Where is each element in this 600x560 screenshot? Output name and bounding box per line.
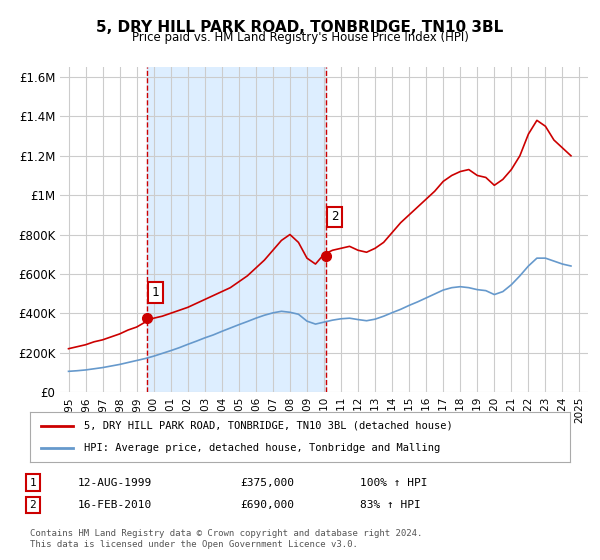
Bar bbox=[147, 67, 326, 392]
Text: 5, DRY HILL PARK ROAD, TONBRIDGE, TN10 3BL: 5, DRY HILL PARK ROAD, TONBRIDGE, TN10 3… bbox=[97, 20, 503, 35]
Text: 12-AUG-1999: 12-AUG-1999 bbox=[78, 478, 152, 488]
Text: Contains HM Land Registry data © Crown copyright and database right 2024.
This d: Contains HM Land Registry data © Crown c… bbox=[30, 529, 422, 549]
Text: Price paid vs. HM Land Registry's House Price Index (HPI): Price paid vs. HM Land Registry's House … bbox=[131, 31, 469, 44]
Text: 2: 2 bbox=[29, 500, 37, 510]
Text: 1: 1 bbox=[29, 478, 37, 488]
Text: 2: 2 bbox=[331, 211, 338, 223]
Text: 83% ↑ HPI: 83% ↑ HPI bbox=[360, 500, 421, 510]
Text: £690,000: £690,000 bbox=[240, 500, 294, 510]
Text: 5, DRY HILL PARK ROAD, TONBRIDGE, TN10 3BL (detached house): 5, DRY HILL PARK ROAD, TONBRIDGE, TN10 3… bbox=[84, 421, 453, 431]
Text: HPI: Average price, detached house, Tonbridge and Malling: HPI: Average price, detached house, Tonb… bbox=[84, 443, 440, 453]
Text: 100% ↑ HPI: 100% ↑ HPI bbox=[360, 478, 427, 488]
Text: £375,000: £375,000 bbox=[240, 478, 294, 488]
Text: 16-FEB-2010: 16-FEB-2010 bbox=[78, 500, 152, 510]
Text: 1: 1 bbox=[152, 286, 160, 299]
